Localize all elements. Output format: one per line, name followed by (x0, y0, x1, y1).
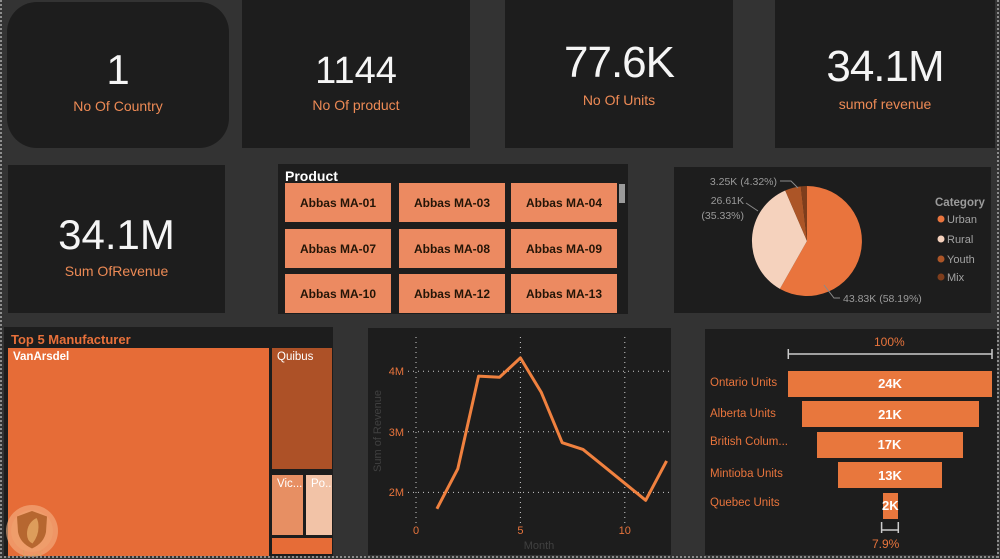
svg-text:Urban: Urban (947, 214, 977, 226)
svg-text:Month: Month (524, 540, 555, 552)
svg-text:Rural: Rural (947, 234, 973, 246)
svg-text:2M: 2M (389, 487, 404, 499)
svg-text:43.83K (58.19%): 43.83K (58.19%) (843, 293, 922, 305)
svg-text:(35.33%): (35.33%) (701, 210, 744, 222)
svg-text:5: 5 (517, 525, 523, 537)
svg-text:Mix: Mix (947, 272, 965, 284)
svg-text:Youth: Youth (947, 254, 975, 266)
svg-text:0: 0 (413, 525, 419, 537)
svg-text:4M: 4M (389, 366, 404, 378)
svg-text:3.25K (4.32%): 3.25K (4.32%) (710, 176, 777, 188)
svg-text:3M: 3M (389, 427, 404, 439)
svg-text:26.61K: 26.61K (711, 195, 744, 207)
svg-text:Sum of Revenue: Sum of Revenue (372, 390, 384, 472)
svg-text:10: 10 (619, 525, 631, 537)
svg-text:Category: Category (935, 197, 985, 209)
svg-text:كمبـــل: كمبـــل (19, 549, 43, 558)
